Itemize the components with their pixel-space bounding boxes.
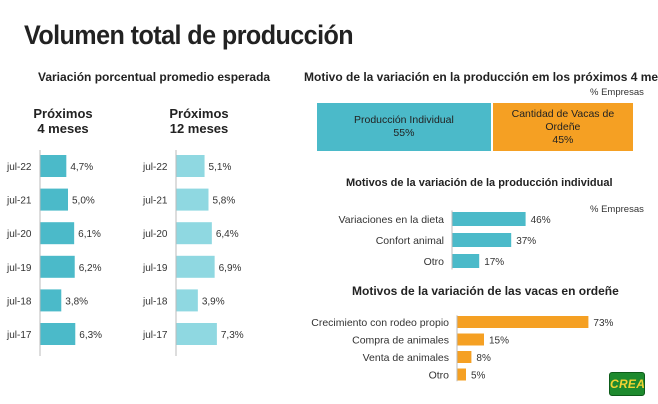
individual-value-label: 17% <box>484 257 504 268</box>
exp12-category-label: jul-22 <box>142 162 168 173</box>
vacas-value-label: 73% <box>593 318 613 329</box>
motives-title: Motivo de la variación en la producción … <box>304 70 658 84</box>
vacas-bar <box>457 316 589 328</box>
individual-category-label: Variaciones en la dieta <box>339 214 445 226</box>
exp12-bar <box>176 222 212 245</box>
chart-milking-cows: Crecimiento con rodeo propio 73% Compra de… <box>311 315 614 382</box>
exp4-bar <box>40 155 67 177</box>
exp4-category-label: jul-21 <box>6 196 32 207</box>
chart-expected-4-months: jul-22 4,7% jul-21 5,0% jul-20 6,1% jul-19 6,2%… <box>6 150 102 356</box>
exp12-bar <box>176 323 217 345</box>
exp4-category-label: jul-18 <box>6 296 32 307</box>
exp4-value-label: 6,2% <box>79 263 102 274</box>
exp4-category-label: jul-20 <box>6 229 32 240</box>
vacas-category-label: Venta de animales <box>363 352 449 364</box>
expected-variation-title: Variación porcentual promedio esperada <box>38 70 271 84</box>
stacked-bar-motives: Producción Individual 55% Cantidad de Vaca… <box>317 103 633 151</box>
vacas-value-label: 8% <box>476 353 491 364</box>
vacas-category-label: Crecimiento con rodeo propio <box>311 317 449 329</box>
stacked-segment-name: Producción Individual <box>353 114 454 126</box>
vacas-category-label: Otro <box>429 370 450 382</box>
vacas-category-label: Compra de animales <box>352 335 449 347</box>
crea-logo-text: CREA <box>610 377 646 391</box>
exp12-bar <box>176 289 198 312</box>
unit-label-motives: % Empresas <box>590 87 644 98</box>
individual-bar <box>452 233 512 247</box>
vacas-value-label: 5% <box>471 371 486 382</box>
exp12-category-label: jul-19 <box>142 263 168 274</box>
exp4-value-label: 5,0% <box>72 196 95 207</box>
stacked-segment-value: 45% <box>552 133 574 146</box>
vacas-bar <box>457 368 466 381</box>
exp12-bar <box>176 255 215 278</box>
exp4-value-label: 3,8% <box>65 296 88 307</box>
unit-label-individual: % Empresas <box>590 204 644 215</box>
exp4-bar <box>40 188 68 211</box>
exp12-bar <box>176 155 205 177</box>
column-title-4-months: Próximos 4 meses <box>33 106 93 136</box>
exp4-value-label: 6,1% <box>78 229 101 240</box>
exp4-category-label: jul-22 <box>6 162 32 173</box>
stacked-segment-milking-cows: Cantidad de Vacas de Ordeñe 45% <box>490 103 633 151</box>
exp12-value-label: 6,4% <box>216 229 239 240</box>
chart-individual-production: Variaciones en la dieta 46% Confort animal… <box>339 210 551 270</box>
stacked-segment-name: Cantidad de Vacas de Ordeñe <box>511 107 615 133</box>
exp12-value-label: 5,8% <box>212 196 235 207</box>
exp12-category-label: jul-17 <box>142 330 168 341</box>
exp12-category-label: jul-21 <box>142 196 168 207</box>
column-title-12-months: Próximos 12 meses <box>169 106 229 136</box>
exp4-value-label: 4,7% <box>70 162 93 173</box>
page-title: Volumen total de producción <box>24 20 354 50</box>
individual-value-label: 37% <box>516 236 536 247</box>
exp12-category-label: jul-20 <box>142 229 168 240</box>
crea-logo: CREA <box>609 372 645 396</box>
exp12-category-label: jul-18 <box>142 296 168 307</box>
exp4-bar <box>40 323 76 345</box>
exp4-bar <box>40 222 75 245</box>
chart-expected-12-months: jul-22 5,1% jul-21 5,8% jul-20 6,4% jul-19 6,9%… <box>142 150 244 356</box>
individual-bar <box>452 212 526 226</box>
individual-bar <box>452 254 480 268</box>
exp12-value-label: 7,3% <box>221 330 244 341</box>
exp12-bar <box>176 188 209 211</box>
vacas-bar <box>457 333 484 346</box>
exp4-category-label: jul-19 <box>6 263 32 274</box>
individual-title: Motivos de la variación de la producción… <box>346 177 613 189</box>
vacas-value-label: 15% <box>489 336 509 347</box>
individual-category-label: Confort animal <box>376 235 444 247</box>
individual-value-label: 46% <box>531 215 551 226</box>
stacked-segment-value: 55% <box>393 127 415 139</box>
exp12-value-label: 6,9% <box>219 263 242 274</box>
exp4-category-label: jul-17 <box>6 330 32 341</box>
stacked-segment-individual-production: Producción Individual 55% <box>317 103 491 151</box>
exp12-value-label: 5,1% <box>209 162 232 173</box>
exp4-value-label: 6,3% <box>79 330 102 341</box>
individual-category-label: Otro <box>424 256 445 268</box>
exp4-bar <box>40 289 62 312</box>
cows-title: Motivos de la variación de las vacas en … <box>352 284 619 298</box>
exp4-bar <box>40 255 75 278</box>
exp12-value-label: 3,9% <box>202 296 225 307</box>
vacas-bar <box>457 351 472 363</box>
